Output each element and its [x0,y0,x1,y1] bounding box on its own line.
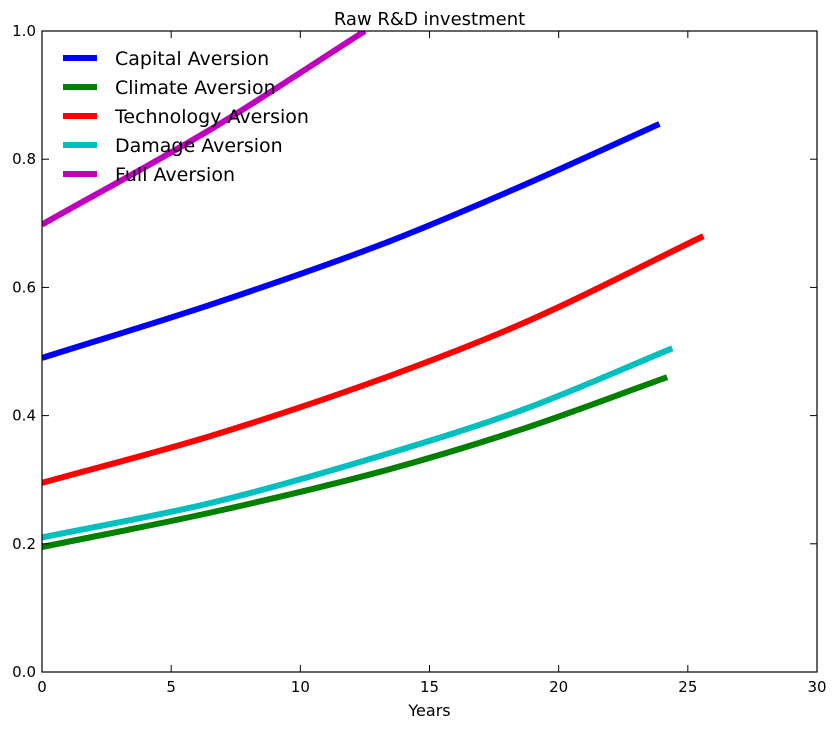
legend-label: Capital Aversion [115,48,269,70]
series-line-technology-aversion [42,233,705,486]
y-tick-label: 0.8 [12,150,36,168]
ticks-layer: 0 5 10 15 20 25 30 0.0 0.2 0.4 0.6 0.8 1.0 [12,22,826,696]
x-tick-label: 15 [420,678,439,696]
series-line-capital-aversion [42,121,661,361]
x-tick-label: 0 [37,678,47,696]
y-tick-label: 0.0 [12,663,36,681]
y-tick-label: 1.0 [12,22,36,40]
series-line-full-aversion [42,31,367,228]
legend-label: Climate Aversion [115,77,276,99]
x-tick-label: 20 [549,678,568,696]
x-tick-label: 25 [678,678,697,696]
y-tick-label: 0.6 [12,278,36,296]
y-tick-label: 0.2 [12,535,36,553]
x-tick-label: 5 [166,678,176,696]
series-line-damage-aversion [42,345,674,541]
x-axis-label: Years [407,701,450,720]
legend-label: Technology Aversion [114,106,309,128]
y-tick-label: 0.4 [12,407,36,425]
series-layer [42,31,705,550]
x-tick-label: 30 [807,678,826,696]
x-tick-label: 10 [291,678,310,696]
legend-label: Full Aversion [115,164,235,186]
chart-title: Raw R&D investment [334,9,525,30]
legend-label: Damage Aversion [115,135,283,157]
legend: Capital Aversion Climate Aversion Technolo… [63,48,309,186]
series-line-climate-aversion [42,374,669,550]
